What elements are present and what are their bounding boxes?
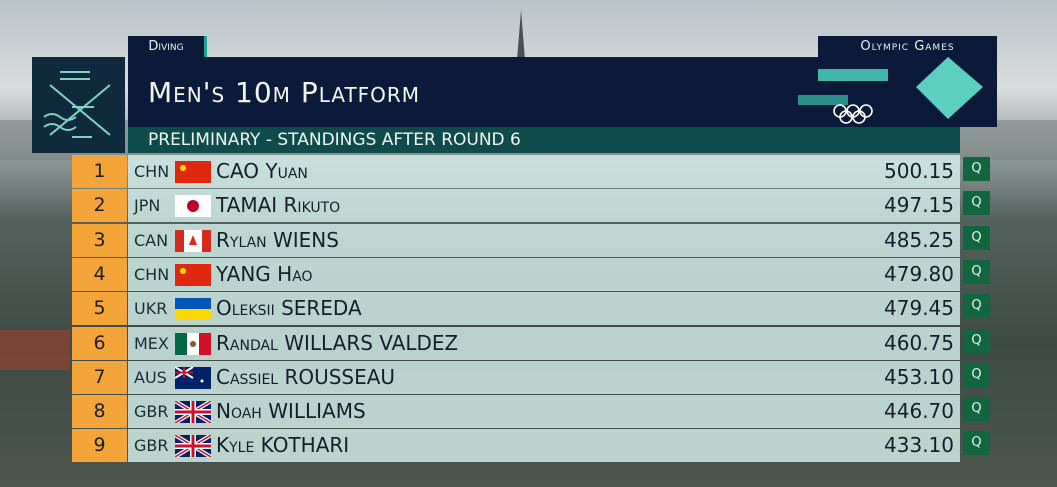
country-code: JPN	[134, 196, 161, 216]
score: 460.75	[884, 330, 954, 355]
flag	[175, 298, 211, 321]
event-title: Men's 10m Platform	[148, 76, 421, 109]
sport-pictogram	[32, 57, 125, 153]
country-code: CAN	[134, 230, 169, 250]
standing-row: CAN Rylan WIENS 485.25	[128, 223, 960, 257]
country-code: GBR	[134, 402, 169, 422]
athlete-name: TAMAI Rikuto	[216, 193, 341, 218]
subtitle: PRELIMINARY - STANDINGS AFTER ROUND 6	[128, 127, 960, 153]
score: 479.80	[884, 261, 954, 286]
rank: 7	[72, 360, 127, 394]
country-code: CHN	[134, 264, 170, 284]
rank: 2	[72, 189, 127, 223]
country-code: UKR	[134, 299, 168, 319]
country-code: CHN	[134, 162, 170, 181]
country-code: GBR	[134, 436, 169, 456]
flag	[175, 435, 211, 458]
score: 485.25	[884, 227, 954, 252]
qualified-badge: Q	[963, 362, 990, 387]
athlete-name: Cassiel ROUSSEAU	[216, 364, 396, 389]
score: 497.15	[884, 193, 954, 218]
qualified-badge: Q	[963, 157, 990, 181]
rank: 6	[72, 326, 127, 360]
athlete-name: Noah WILLIAMS	[216, 399, 366, 424]
qualified-badge: Q	[963, 431, 990, 456]
score: 479.45	[884, 296, 954, 321]
qualified-badge: Q	[963, 328, 990, 353]
standing-row: GBR Kyle KOTHARI 433.10	[128, 429, 960, 463]
rank: 8	[72, 395, 127, 429]
athlete-name: Oleksii SEREDA	[216, 296, 362, 321]
athlete-name: CAO Yuan	[216, 159, 308, 183]
qualified-badge: Q	[963, 397, 990, 422]
qualified-badge: Q	[963, 294, 990, 319]
title-bar	[128, 57, 997, 127]
sport-tab: Diving	[128, 36, 207, 57]
flag	[175, 366, 211, 389]
athlete-name: Kyle KOTHARI	[216, 433, 350, 458]
score: 433.10	[884, 433, 954, 458]
pictogram	[43, 71, 111, 138]
flag	[175, 195, 211, 218]
qualified-badge: Q	[963, 225, 990, 250]
flag	[175, 332, 211, 355]
country-code: AUS	[134, 367, 167, 387]
rank: 1	[72, 155, 127, 188]
flag	[175, 263, 211, 286]
score: 500.15	[884, 159, 954, 183]
qualified-badge: Q	[963, 259, 990, 284]
flag	[175, 401, 211, 424]
standing-row: GBR Noah WILLIAMS 446.70	[128, 395, 960, 429]
standing-row: UKR Oleksii SEREDA 479.45	[128, 292, 960, 326]
country-code: MEX	[134, 333, 169, 353]
olympic-logo	[798, 57, 983, 124]
rank: 4	[72, 257, 127, 291]
standing-row: MEX Randal WILLARS VALDEZ 460.75	[128, 326, 960, 360]
athlete-name: Randal WILLARS VALDEZ	[216, 330, 459, 355]
score: 453.10	[884, 364, 954, 389]
athlete-name: YANG Hao	[216, 261, 313, 286]
standing-row: AUS Cassiel ROUSSEAU 453.10	[128, 360, 960, 394]
athlete-name: Rylan WIENS	[216, 227, 339, 252]
score: 446.70	[884, 399, 954, 424]
standing-row: CHN YANG Hao 479.80	[128, 257, 960, 291]
rank: 5	[72, 292, 127, 326]
rank: 3	[72, 223, 127, 257]
brand-tab: Olympic Games	[818, 36, 997, 57]
flag	[175, 229, 211, 252]
standing-row: CHN CAO Yuan 500.15	[128, 155, 960, 188]
standing-row: JPN TAMAI Rikuto 497.15	[128, 189, 960, 223]
rank: 9	[72, 429, 127, 463]
qualified-badge: Q	[963, 191, 990, 216]
flag	[175, 161, 211, 183]
